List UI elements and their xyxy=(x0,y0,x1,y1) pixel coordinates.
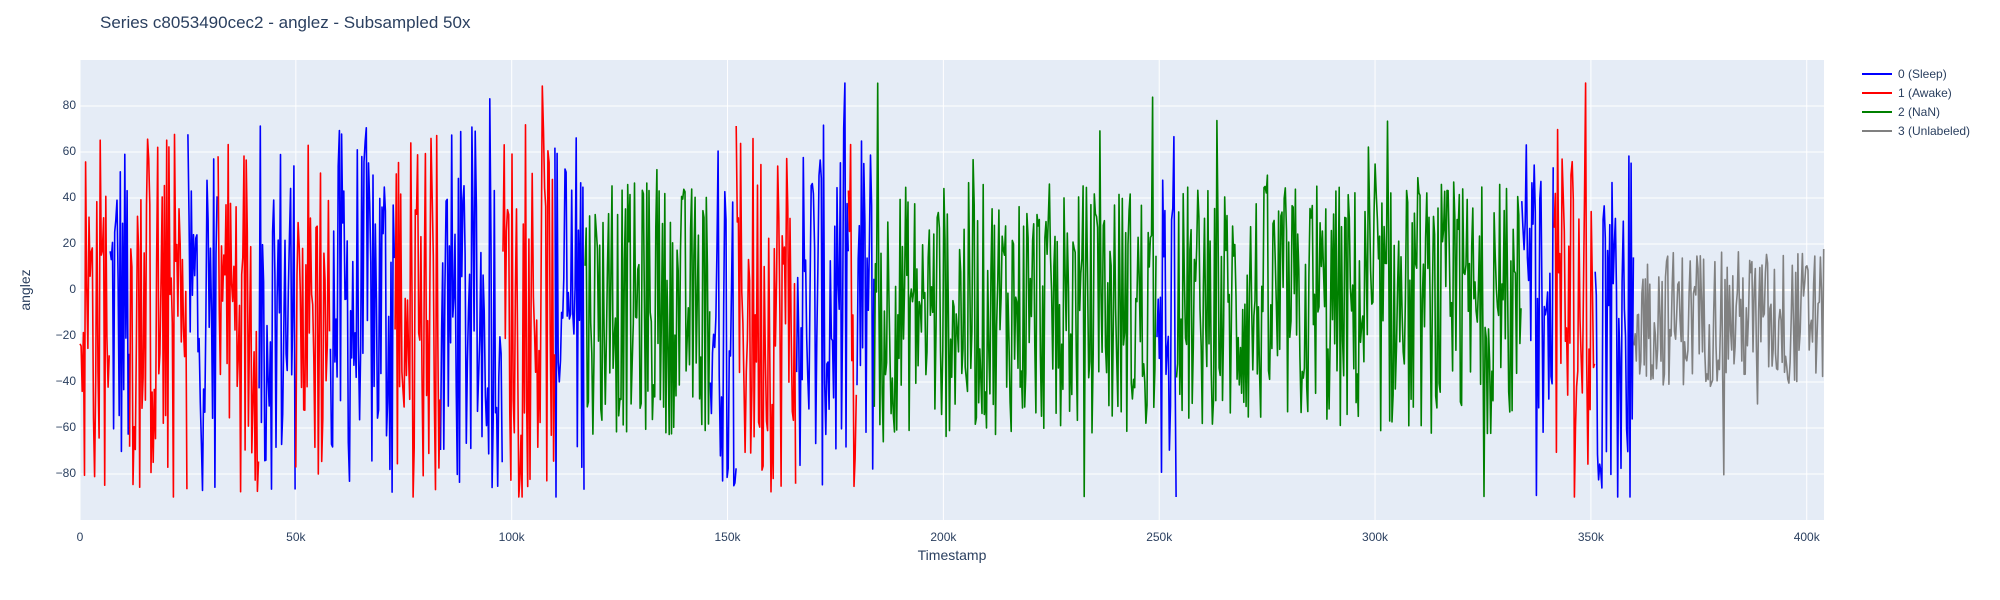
series-line-0 xyxy=(109,153,131,453)
y-tick-label: 20 xyxy=(63,236,77,250)
series-line-0 xyxy=(187,134,218,492)
series-line-1 xyxy=(502,85,556,498)
y-tick-label: 80 xyxy=(63,98,77,112)
y-axis-title: anglez xyxy=(17,269,33,310)
x-tick-label: 250k xyxy=(1146,530,1173,544)
legend-label-sleep: 0 (Sleep) xyxy=(1898,66,1947,81)
series-line-0 xyxy=(1156,135,1177,498)
legend-label-nan: 2 (NaN) xyxy=(1898,104,1941,119)
y-tick-label: 0 xyxy=(69,282,76,296)
series-line-0 xyxy=(329,127,396,493)
y-tick-label: −20 xyxy=(56,328,77,342)
series-line-0 xyxy=(439,98,503,489)
series-line-0 xyxy=(258,125,296,490)
x-tick-label: 0 xyxy=(77,530,84,544)
y-tick-label: −60 xyxy=(56,420,77,434)
series-line-0 xyxy=(795,82,849,486)
x-tick-label: 100k xyxy=(499,530,526,544)
y-tick-label: 60 xyxy=(63,144,77,158)
x-tick-label: 300k xyxy=(1362,530,1389,544)
legend-item-sleep[interactable]: 0 (Sleep) xyxy=(1862,64,1970,83)
series-line-0 xyxy=(1594,155,1635,498)
legend-item-unlabeled[interactable]: 3 (Unlabeled) xyxy=(1862,121,1970,140)
legend-swatch-nan xyxy=(1862,110,1892,113)
series-line-3 xyxy=(1633,248,1825,476)
series-lines xyxy=(79,82,1825,498)
y-tick-label: 40 xyxy=(63,190,77,204)
legend-swatch-awake xyxy=(1862,91,1892,94)
x-tick-label: 150k xyxy=(715,530,742,544)
series-line-1 xyxy=(1553,82,1596,498)
series-line-1 xyxy=(79,139,110,487)
series-line-1 xyxy=(295,144,331,475)
legend-label-awake: 1 (Awake) xyxy=(1898,85,1952,100)
x-tick-label: 400k xyxy=(1794,530,1821,544)
series-line-0 xyxy=(1521,144,1554,497)
y-tick-label: −80 xyxy=(56,466,77,480)
legend-item-awake[interactable]: 1 (Awake) xyxy=(1862,83,1970,102)
series-line-1 xyxy=(394,134,441,498)
series-line-0 xyxy=(554,137,585,498)
x-tick-label: 350k xyxy=(1578,530,1605,544)
grid-lines xyxy=(79,60,1824,520)
series-line-2 xyxy=(584,168,711,436)
tick-labels: 0 50k 100k 150k 200k 250k 300k 350k 400k −80 −60 −4… xyxy=(56,98,1821,544)
legend: 0 (Sleep) 1 (Awake) 2 (NaN) 3 (Unlabeled… xyxy=(1862,64,1970,140)
series-line-1 xyxy=(847,143,858,488)
legend-label-unlabeled: 3 (Unlabeled) xyxy=(1898,123,1971,138)
legend-swatch-sleep xyxy=(1862,72,1892,75)
series-line-2 xyxy=(873,82,1157,498)
x-tick-label: 50k xyxy=(286,530,306,544)
chart-title: Series c8053490cec2 - anglez - Subsample… xyxy=(100,13,471,32)
y-tick-label: −40 xyxy=(56,374,77,388)
series-line-1 xyxy=(217,143,260,493)
series-line-1 xyxy=(128,133,188,498)
legend-item-nan[interactable]: 2 (NaN) xyxy=(1862,102,1970,121)
series-line-0 xyxy=(709,150,737,487)
series-line-2 xyxy=(1175,119,1522,498)
x-tick-label: 200k xyxy=(930,530,957,544)
x-axis-title: Timestamp xyxy=(918,547,987,563)
series-line-0 xyxy=(856,140,875,470)
legend-swatch-unlabeled xyxy=(1862,129,1892,132)
series-line-1 xyxy=(735,125,797,493)
